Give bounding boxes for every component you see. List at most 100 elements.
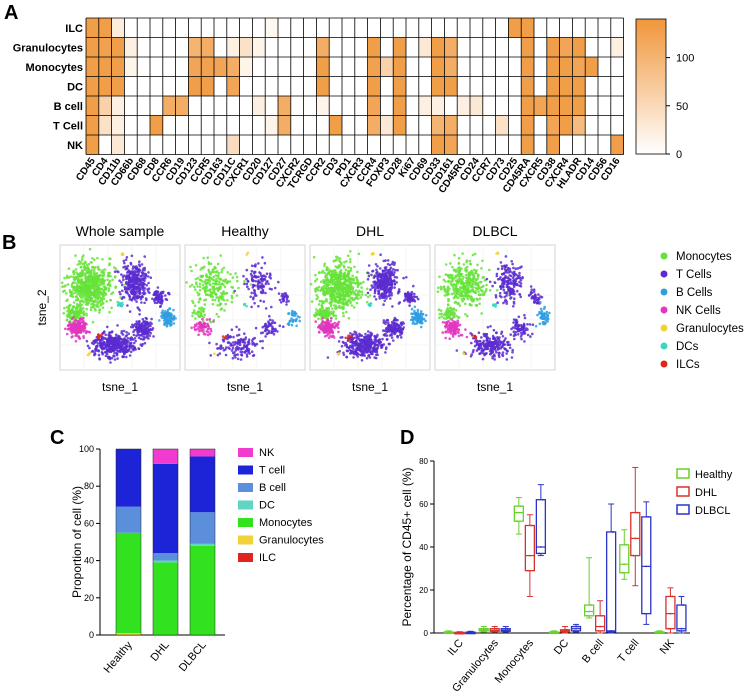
- tsne-point-monocytes: [334, 290, 337, 293]
- tsne-point-monocytes: [232, 276, 235, 279]
- tsne-point-t-cells: [141, 269, 144, 272]
- tsne-point-t-cells: [410, 299, 413, 302]
- tsne-point-t-cells: [150, 276, 153, 279]
- tsne-point-t-cells: [233, 290, 236, 293]
- tsne-point-t-cells: [128, 294, 131, 297]
- heatmap-cell-b-cell-cd28: [393, 96, 406, 116]
- tsne-point-monocytes: [488, 269, 491, 272]
- tsne-point-t-cells: [266, 272, 269, 275]
- tsne-point-t-cells: [387, 282, 390, 285]
- tsne-point-t-cells: [264, 325, 267, 328]
- heatmap-cell-nk-cd27: [278, 135, 291, 155]
- heatmap-cell-granulocytes-cd11b: [112, 38, 125, 58]
- tsne-point-t-cells: [159, 301, 162, 304]
- tsne-point-monocytes: [114, 275, 117, 278]
- heatmap-cell-ilc-cxcr5: [534, 18, 547, 38]
- tsne-point-monocytes: [216, 283, 219, 286]
- tsne-point-t-cells: [133, 294, 136, 297]
- tsne-point-monocytes: [195, 283, 198, 286]
- tsne-point-t-cells: [144, 277, 147, 280]
- tsne-point-monocytes: [80, 279, 83, 282]
- tsne-point-t-cells: [388, 326, 391, 329]
- tsne-point-monocytes: [113, 266, 116, 269]
- tsne-point-t-cells: [270, 322, 273, 325]
- tsne-point-monocytes: [219, 287, 222, 290]
- tsne-point-granulocytes: [245, 253, 248, 256]
- tsne-point-t-cells: [393, 271, 396, 274]
- tsne-point-t-cells: [384, 333, 387, 336]
- heatmap-cell-dc-cd127: [265, 77, 278, 97]
- tsne-point-t-cells: [125, 267, 128, 270]
- tsne-point-t-cells: [130, 272, 133, 275]
- tsne-point-t-cells: [139, 290, 142, 293]
- heatmap-cell-monocytes-cd56: [598, 57, 611, 77]
- tsne-point-t-cells: [383, 291, 386, 294]
- tsne-point-t-cells: [346, 349, 349, 352]
- tsne-point-t-cells: [138, 348, 141, 351]
- tsne-point-t-cells: [127, 271, 130, 274]
- heatmap-cell-b-cell-cxcr5: [534, 96, 547, 116]
- tsne-point-monocytes: [209, 280, 212, 283]
- tsne-point-monocytes: [342, 315, 345, 318]
- heatmap-cell-nk-cd73: [496, 135, 509, 155]
- tsne-point-t-cells: [384, 286, 387, 289]
- tsne-point-monocytes: [475, 297, 478, 300]
- heatmap-cell-dc-tcrgd: [304, 77, 317, 97]
- tsne-point-nk-cells: [204, 323, 207, 326]
- heatmap-cell-ilc-cd73: [496, 18, 509, 38]
- tsne-point-monocytes: [90, 306, 93, 309]
- heatmap-cell-dc-cxcr1: [240, 77, 253, 97]
- tsne-point-t-cells: [269, 272, 272, 275]
- heatmap-cell-t-cell-cd127: [265, 116, 278, 136]
- tsne-point-monocytes: [199, 289, 202, 292]
- heatmap-cell-b-cell-cd14: [585, 96, 598, 116]
- tsne-point-t-cells: [403, 300, 406, 303]
- tsne-point-monocytes: [97, 286, 100, 289]
- tsne-point-t-cells: [133, 342, 136, 345]
- tsne-point-monocytes: [102, 302, 105, 305]
- tsne-point-monocytes: [345, 279, 348, 282]
- tsne-point-monocytes: [71, 283, 74, 286]
- tsne-point-nk-cells: [321, 323, 324, 326]
- tsne-point-monocytes: [90, 261, 93, 264]
- tsne-point-t-cells: [384, 351, 387, 354]
- heatmap-cell-nk-pd1: [342, 135, 355, 155]
- heatmap-cell-granulocytes-pd1: [342, 38, 355, 58]
- tsne-point-monocytes: [346, 275, 349, 278]
- tsne-point-monocytes: [210, 321, 213, 324]
- tsne-point-t-cells: [251, 277, 254, 280]
- tsne-point-t-cells: [127, 337, 130, 340]
- tsne-point-monocytes: [320, 280, 323, 283]
- tsne-point-monocytes: [329, 313, 332, 316]
- tsne-point-monocytes: [331, 290, 334, 293]
- tsne-point-monocytes: [81, 262, 84, 265]
- tsne-point-t-cells: [378, 342, 381, 345]
- tsne-point-t-cells: [144, 330, 147, 333]
- tsne-point-t-cells: [219, 346, 222, 349]
- tsne-point-t-cells: [369, 288, 372, 291]
- tsne-point-monocytes: [314, 315, 317, 318]
- tsne-point-t-cells: [97, 342, 100, 345]
- tsne-point-monocytes: [340, 288, 343, 291]
- tsne-point-t-cells: [138, 278, 141, 281]
- tsne-point-monocytes: [480, 267, 483, 270]
- heatmap-cell-monocytes-cd33: [432, 57, 445, 77]
- tsne-point-nk-cells: [319, 325, 322, 328]
- tsne-point-t-cells: [366, 357, 369, 360]
- tsne-point-t-cells: [231, 349, 234, 352]
- tsne-point-t-cells: [106, 350, 109, 353]
- tsne-point-t-cells: [367, 347, 370, 350]
- tsne-point-monocytes: [360, 296, 363, 299]
- tsne-point-b-cells: [422, 313, 425, 316]
- tsne-point-t-cells: [264, 292, 267, 295]
- tsne-point-nk-cells: [337, 327, 340, 330]
- tsne-point-t-cells: [370, 340, 373, 343]
- tsne-point-t-cells: [116, 341, 119, 344]
- heatmap-cell-dc-cd4: [99, 77, 112, 97]
- heatmap-cell-dc-cd3: [329, 77, 342, 97]
- heatmap-cell-nk-cd20: [252, 135, 265, 155]
- tsne-point-t-cells: [234, 356, 237, 359]
- tsne-point-t-cells: [390, 267, 393, 270]
- tsne-point-t-cells: [246, 285, 249, 288]
- tsne-point-monocytes: [77, 281, 80, 284]
